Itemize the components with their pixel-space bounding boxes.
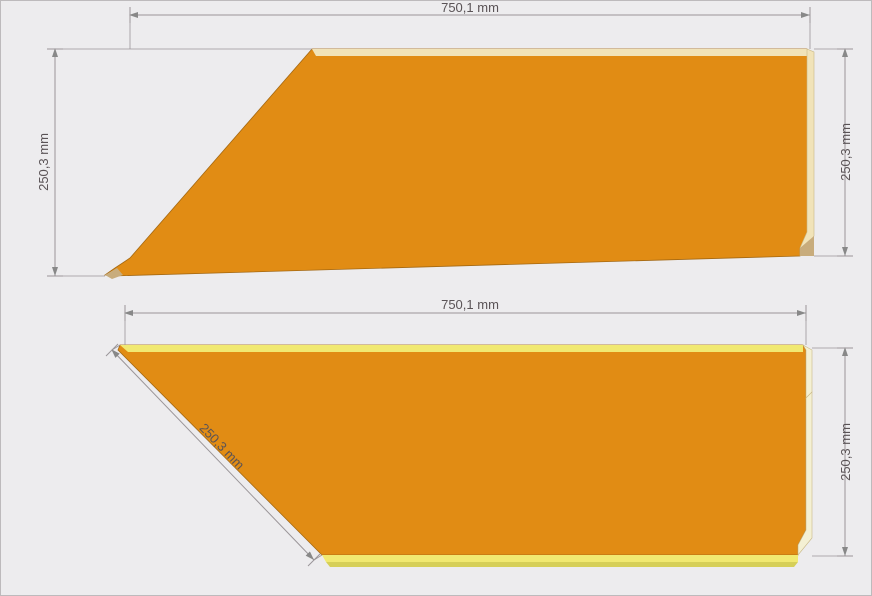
dim-label-top_height_l: 250,3 mm [36,133,51,191]
diagram-canvas: 750,1 mm 250,3 mm 250,3 mm 750,1 mm 250,3 mm… [0,0,872,596]
panel-bottom-shadow [326,562,798,567]
dim-label-bot_height_r: 250,3 mm [838,423,853,481]
panel-bottom-edge-bottom [322,555,798,562]
panel-bottom-edge-top [120,345,803,352]
dim-label-top_height_r: 250,3 mm [838,123,853,181]
dim-label-bot_width: 750,1 mm [441,297,499,312]
dim-label-top_width: 750,1 mm [441,0,499,15]
panel-top-edge-top [312,49,807,56]
